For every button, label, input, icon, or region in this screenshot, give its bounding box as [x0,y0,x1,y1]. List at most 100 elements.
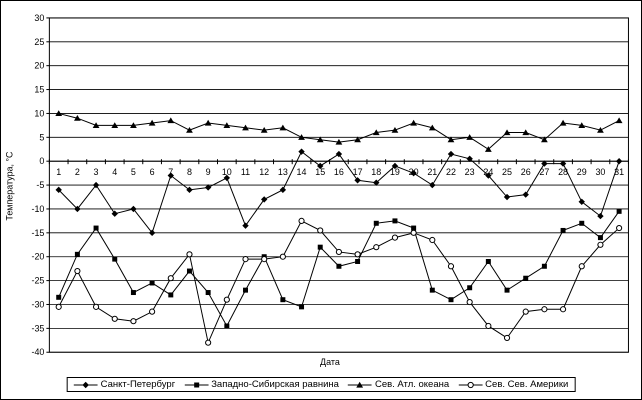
x-tick-label: 2 [75,167,80,177]
circle-marker [55,303,62,310]
triangle-marker [111,122,119,128]
triangle-marker [223,122,231,128]
triangle-marker [578,122,586,128]
square-marker [467,285,473,291]
triangle-marker [428,124,436,131]
x-tick-label: 15 [315,167,325,177]
y-tick-label: -15 [31,228,44,238]
square-marker [485,259,491,264]
triangle-marker [391,126,399,133]
circle-marker [447,263,455,270]
triangle-marker [447,136,455,143]
x-tick-label: 12 [259,167,269,177]
x-axis: 1234567891011121314151617181920212223242… [48,159,629,177]
diamond-marker [335,150,343,158]
y-tick-label: -5 [36,180,44,190]
circle-marker [522,308,529,315]
x-tick-label: 11 [241,167,250,177]
series-2 [55,110,623,152]
x-tick-label: 22 [446,167,456,177]
circle-marker [373,244,380,251]
diamond-marker [186,186,193,194]
x-tick-label: 30 [595,167,605,177]
square-marker [299,304,305,310]
y-tick-label: -30 [31,299,44,309]
diamond-marker [354,177,361,184]
circle-marker [616,224,623,232]
diamond-marker [317,162,324,170]
x-tick-label: 23 [465,167,475,177]
circle-marker [541,306,548,313]
y-tick-label: 5 [39,132,44,142]
x-tick-label: 16 [334,167,344,177]
x-tick-label: 9 [206,167,211,177]
triangle-marker [186,126,193,133]
y-tick-label: 0 [39,156,44,166]
triangle-marker [541,136,548,143]
diamond-marker [466,155,473,162]
diamond-marker [503,193,511,201]
y-tick-label: 20 [34,61,44,71]
diamond-marker [167,172,174,179]
diamond-marker [130,205,137,213]
triangle-marker [279,124,287,131]
circle-marker [298,217,305,224]
square-marker [504,287,510,293]
circle-marker [503,334,511,341]
series-1 [56,208,622,329]
diamond-legend-key-icon [73,381,98,388]
triangle-marker [354,136,361,143]
triangle-marker [316,136,324,143]
diamond-marker [485,172,492,179]
triangle-marker [559,119,567,126]
y-tick-label: -35 [31,323,44,333]
legend-item: Сев. Атл. океана [347,379,449,390]
y-tick-label: -20 [31,252,44,262]
triangle-marker [335,138,343,145]
diamond-marker [82,381,89,388]
x-tick-label: 10 [222,167,232,177]
square-marker [224,323,230,329]
x-tick-label: 13 [278,167,288,177]
triangle-legend-key-icon [347,381,372,388]
x-tick-label: 27 [539,167,549,177]
x-tick-label: 25 [502,167,512,177]
circle-marker [130,318,137,325]
square-marker [205,290,211,296]
legend-item: Сев. Сев. Америки [458,379,568,390]
x-tick-label: 24 [483,167,493,177]
diamond-marker [111,210,118,217]
x-tick-label: 28 [558,167,568,177]
x-tick-label: 5 [131,167,136,177]
y-tick-label: 15 [34,85,44,95]
diamond-marker [447,150,455,158]
triangle-marker [74,115,81,121]
circle-marker [485,322,492,330]
triangle-marker [372,129,380,136]
triangle-marker [597,126,604,133]
x-tick-label: 29 [577,167,587,177]
square-legend-key-icon [184,382,209,387]
circle-marker [92,303,100,310]
triangle-marker [242,124,249,131]
square-marker [373,220,379,226]
y-axis-title: Температура, °С [5,151,15,221]
legend-label: Санкт-Петербург [100,379,176,390]
triangle-marker [130,122,137,128]
square-marker [392,218,398,224]
y-tick-label: -40 [31,347,44,357]
circle-marker [242,256,249,263]
circle-marker [354,251,361,258]
diamond-marker [373,179,380,186]
square-marker [317,244,323,250]
square-marker [93,225,99,231]
x-tick-label: 4 [112,167,117,177]
legend-label: Сев. Сев. Америки [485,379,569,390]
diamond-marker [578,198,585,205]
square-marker [597,235,603,241]
circle-marker [186,251,193,258]
circle-marker [74,267,81,275]
triangle-marker [204,119,212,126]
